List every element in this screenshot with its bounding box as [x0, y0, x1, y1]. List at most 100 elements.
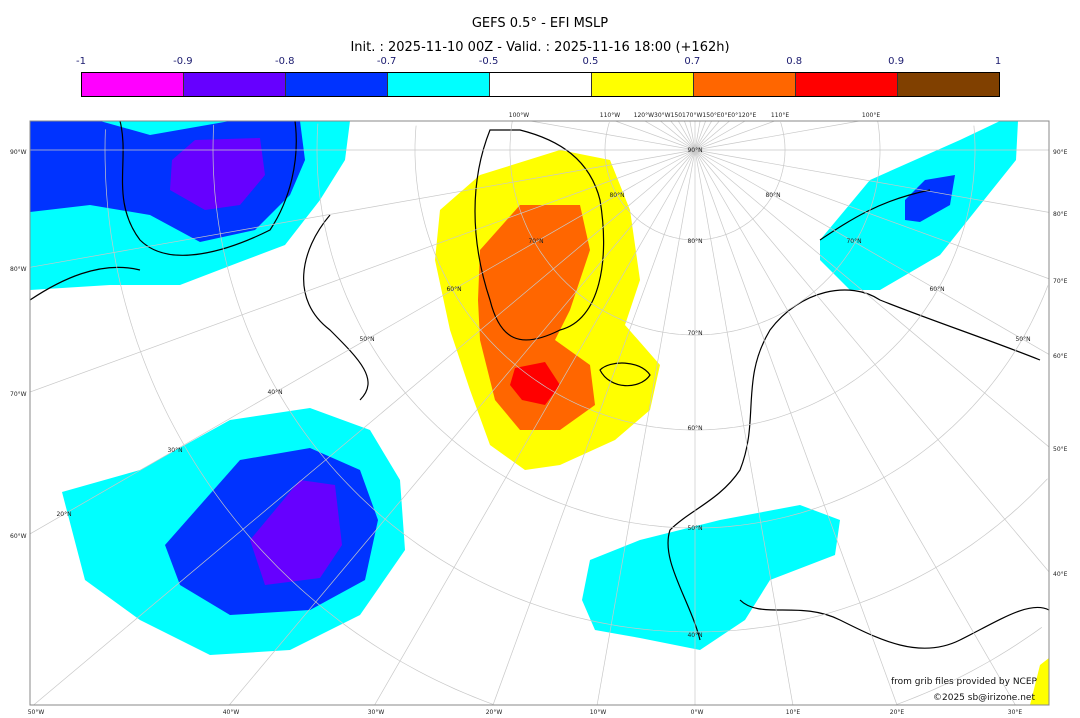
map-coordinate-label: 90°E [1053, 149, 1068, 156]
map-coordinate-label: 80°N [765, 192, 780, 199]
map-coordinate-label: 80°W [10, 266, 27, 273]
colorbar-tick-label: -0.9 [173, 56, 193, 67]
map-coordinate-label: 60°N [687, 425, 702, 432]
map-coordinate-label: 30°E [1008, 709, 1023, 716]
meridian-line [694, 121, 775, 151]
colorbar-tick-label: 0.8 [786, 56, 803, 67]
meridian-line [694, 121, 701, 151]
map-coordinate-label: 80°E [1053, 211, 1068, 218]
colorbar-swatch [184, 73, 286, 96]
parallel-line [316, 123, 1049, 529]
map-coordinate-label: 60°N [929, 286, 944, 293]
map-subtitle: Init. : 2025-11-10 00Z - Valid. : 2025-1… [350, 40, 730, 55]
meridian-line [694, 149, 794, 705]
graticule [30, 121, 1049, 705]
parallel-line [104, 129, 1043, 705]
map-coordinate-label: 100°W [509, 112, 529, 119]
meridian-line [694, 149, 1049, 280]
map-coordinate-label: 70°W [10, 391, 27, 398]
map-frame [29, 120, 1050, 706]
meridian-line [694, 121, 730, 151]
map-coordinate-label: 50°N [687, 525, 702, 532]
map-coordinate-label: 50°E [1053, 446, 1068, 453]
map-coordinate-label: 110°E [771, 112, 789, 119]
colorbar-tick-label: 1 [994, 56, 1002, 67]
colorbar-tick-label: 0.7 [684, 56, 701, 67]
meridian-line [30, 149, 696, 268]
map-coordinate-label: 50°N [1015, 336, 1030, 343]
colorbar-swatch [592, 73, 694, 96]
map-coordinate-label: 30°N [167, 447, 182, 454]
efi-region-cyan-eu [582, 505, 840, 650]
colorbar [81, 72, 1000, 97]
colorbar-swatch [490, 73, 592, 96]
map-coordinate-label: 20°W [486, 709, 503, 716]
map-coordinate-label: 70°E [1053, 278, 1068, 285]
map-coordinate-label: 50°N [359, 336, 374, 343]
meridian-line [530, 121, 696, 151]
colorbar-tick-label: -0.8 [275, 56, 295, 67]
meridian-line [596, 149, 696, 705]
colorbar-tick-label: -0.7 [376, 56, 397, 67]
map-coordinate-label: 80°N [609, 192, 624, 199]
colorbar-swatch [286, 73, 388, 96]
meridian-line [694, 149, 1049, 213]
map-coordinate-label: 60°N [446, 286, 461, 293]
map-coordinate-label: 10°W [590, 709, 607, 716]
map-coordinate-label: 60°E [1053, 353, 1068, 360]
colorbar-swatch [796, 73, 898, 96]
colorbar-swatch [694, 73, 796, 96]
meridian-line [694, 121, 746, 151]
meridian-line [644, 121, 696, 151]
meridian-line [374, 149, 696, 705]
colorbar-tick-label: 0.9 [888, 56, 905, 67]
parallel-line [212, 124, 1048, 633]
map-coordinate-label: 50°W [28, 709, 45, 716]
map-coordinate-label: 80°N [687, 238, 702, 245]
meridian-line [694, 121, 713, 151]
map-title: GEFS 0.5° - EFI MSLP [471, 16, 609, 31]
meridian-line [694, 149, 1049, 448]
parallel-line [414, 125, 976, 431]
map-coordinate-label: 20°N [56, 511, 71, 518]
meridian-line [30, 149, 696, 535]
meridian-line [492, 149, 696, 705]
map-coordinate-label: 40°W [223, 709, 240, 716]
map-coordinate-label: 40°N [687, 632, 702, 639]
meridian-line [615, 121, 696, 151]
meridian-line [694, 121, 860, 151]
meridian-line [694, 121, 706, 151]
parallel-line [604, 122, 786, 241]
meridian-line [694, 121, 720, 151]
map-coordinate-label: 90°W [10, 149, 27, 156]
map-coordinate-label: 60°W [10, 533, 27, 540]
meridian-line [694, 149, 898, 705]
meridian-line [677, 121, 696, 151]
meridian-line [684, 121, 696, 151]
map-coordinate-label: 90°N [687, 147, 702, 154]
efi-region-red-gl [510, 362, 560, 405]
source-credit: from grib files provided by NCEP [891, 677, 1037, 687]
meridian-line [660, 121, 696, 151]
colorbar-swatch [898, 73, 999, 96]
colorbar-tick-label: -0.5 [478, 56, 499, 67]
map-coordinate-label: 10°E [786, 709, 801, 716]
colorbar-tick-label: -1 [76, 56, 86, 67]
colorbar-swatch [82, 73, 184, 96]
efi-region-yellow-se [1030, 658, 1049, 705]
colorbar-tick-label: 0.5 [582, 56, 599, 67]
map-coordinate-label: 40°E [1053, 571, 1068, 578]
map-coordinate-label: 0°W [691, 709, 704, 716]
map-coordinate-label: 20°E [890, 709, 905, 716]
map-coordinate-label: 120°W30°W150170°W150°E0°E0°120°E [634, 112, 757, 119]
coastlines [30, 121, 1049, 649]
efi-region-blue-sib [905, 175, 955, 222]
meridian-line [689, 121, 696, 151]
meridian-line [33, 149, 696, 705]
map-coordinate-label: 70°N [687, 330, 702, 337]
meridian-line [229, 149, 696, 705]
map-coordinate-label: 40°N [267, 389, 282, 396]
map-coordinate-label: 30°W [368, 709, 385, 716]
